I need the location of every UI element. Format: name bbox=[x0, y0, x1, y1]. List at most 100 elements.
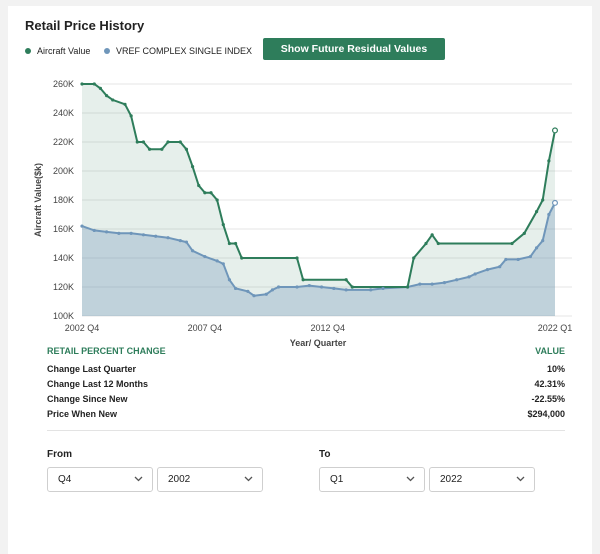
x-tick-label: 2007 Q4 bbox=[188, 323, 223, 333]
vref-index-point bbox=[129, 231, 133, 235]
aircraft-value-point bbox=[301, 278, 305, 282]
chevron-down-icon bbox=[134, 476, 143, 482]
vref-index-point bbox=[319, 285, 324, 289]
y-tick-label: 120K bbox=[53, 282, 74, 292]
aircraft-value-point bbox=[147, 147, 152, 151]
from-label: From bbox=[47, 449, 72, 460]
chevron-down-icon bbox=[244, 476, 253, 482]
stats-row: Change Since New -22.55% bbox=[47, 392, 565, 407]
aircraft-value-line bbox=[82, 83, 556, 288]
vref-index-point bbox=[166, 236, 170, 240]
vref-index-point bbox=[473, 272, 477, 276]
show-future-residual-values-button[interactable]: Show Future Residual Values bbox=[263, 38, 445, 60]
aircraft-value-point bbox=[123, 102, 127, 106]
vref-index-point bbox=[203, 254, 207, 259]
aircraft-value-point bbox=[190, 165, 195, 169]
aircraft-value-point bbox=[233, 241, 238, 246]
vref-index-point bbox=[369, 288, 373, 292]
vref-index-point bbox=[190, 249, 195, 253]
vref-index-point bbox=[547, 212, 551, 217]
stats-row-label: Price When New bbox=[47, 409, 118, 419]
stats-header-value: VALUE bbox=[535, 346, 565, 356]
vref-index-point bbox=[178, 239, 182, 243]
stats-row: Change Last 12 Months 42.31% bbox=[47, 377, 565, 392]
legend-vref-index[interactable]: VREF COMPLEX SINGLE INDEX bbox=[104, 46, 252, 56]
section-divider bbox=[47, 430, 565, 431]
aircraft-value-point bbox=[215, 198, 219, 202]
vref-index-point bbox=[276, 285, 281, 289]
vref-index-point bbox=[381, 286, 385, 291]
y-tick-label: 160K bbox=[53, 224, 74, 234]
vref-index-point bbox=[430, 282, 434, 286]
y-tick-label: 220K bbox=[53, 137, 74, 147]
from-year-select[interactable]: 2002 bbox=[157, 467, 263, 492]
x-tick-label: 2002 Q4 bbox=[65, 323, 100, 333]
aircraft-value-point bbox=[412, 256, 416, 260]
y-axis-title: Aircraft Value($k) bbox=[33, 163, 43, 237]
vref-index-point bbox=[418, 282, 422, 286]
aircraft-value-point bbox=[522, 231, 526, 235]
x-tick-label: 2012 Q4 bbox=[310, 323, 345, 333]
vref-index-point bbox=[221, 262, 225, 266]
aircraft-value-point bbox=[350, 285, 354, 289]
vref-index-point bbox=[528, 254, 533, 259]
retail-price-card bbox=[8, 6, 592, 554]
to-year-select[interactable]: 2022 bbox=[429, 467, 535, 492]
aircraft-value-point bbox=[227, 241, 232, 246]
x-axis-title: Year/ Quarter bbox=[290, 338, 347, 348]
vref-index-point bbox=[534, 246, 539, 250]
aircraft-value-point bbox=[510, 241, 514, 246]
stats-header: RETAIL PERCENT CHANGE VALUE bbox=[47, 346, 565, 356]
vref-index-point bbox=[227, 278, 232, 282]
aircraft-value-point bbox=[141, 140, 146, 144]
y-tick-label: 180K bbox=[53, 195, 74, 205]
vref-index-point bbox=[117, 231, 121, 235]
vref-index-point bbox=[516, 257, 520, 262]
vref-index-point bbox=[246, 289, 250, 293]
legend-vref-dot bbox=[104, 48, 110, 54]
to-quarter-value: Q1 bbox=[330, 474, 344, 485]
vref-index-point bbox=[467, 275, 471, 279]
aircraft-value-point bbox=[92, 82, 96, 86]
vref-index-line bbox=[81, 202, 556, 297]
vref-index-point bbox=[154, 234, 158, 238]
aircraft-value-point bbox=[197, 183, 201, 188]
vref-index-end-point bbox=[551, 199, 558, 206]
aircraft-value-point bbox=[80, 82, 84, 86]
from-quarter-value: Q4 bbox=[58, 474, 72, 485]
aircraft-value-point bbox=[430, 233, 434, 237]
legend-aircraft-value[interactable]: Aircraft Value bbox=[25, 46, 90, 56]
vref-index-point bbox=[504, 257, 508, 262]
chart-title: Retail Price History bbox=[25, 18, 145, 33]
y-tick-label: 260K bbox=[53, 79, 74, 89]
chevron-down-icon bbox=[516, 476, 525, 482]
to-quarter-select[interactable]: Q1 bbox=[319, 467, 425, 492]
legend-aircraft-dot bbox=[25, 48, 31, 54]
stats-row-label: Change Last Quarter bbox=[47, 364, 137, 374]
vref-index-point bbox=[498, 265, 502, 269]
stats-row-value: 42.31% bbox=[534, 379, 565, 389]
stats-row: Change Last Quarter 10% bbox=[47, 362, 565, 377]
vref-index-point bbox=[541, 239, 545, 243]
aircraft-value-point bbox=[221, 223, 225, 227]
from-quarter-select[interactable]: Q4 bbox=[47, 467, 153, 492]
to-label: To bbox=[319, 449, 331, 460]
stats-row: Price When New $294,000 bbox=[47, 407, 565, 422]
aircraft-value-point bbox=[209, 191, 213, 195]
aircraft-value-point bbox=[178, 140, 182, 144]
legend-vref-label: VREF COMPLEX SINGLE INDEX bbox=[116, 46, 253, 56]
aircraft-value-point bbox=[424, 241, 428, 246]
vref-index-point bbox=[184, 240, 189, 244]
to-year-value: 2022 bbox=[440, 474, 463, 485]
aircraft-value-point bbox=[111, 98, 115, 102]
vref-index-point bbox=[104, 230, 109, 234]
from-year-value: 2002 bbox=[168, 474, 191, 485]
stats-row-label: Change Since New bbox=[47, 394, 128, 404]
vref-index-point bbox=[455, 278, 459, 282]
aircraft-value-point bbox=[184, 147, 189, 151]
retail-percent-change-table: RETAIL PERCENT CHANGE VALUE Change Last … bbox=[47, 346, 565, 422]
vref-index-area bbox=[82, 202, 555, 316]
vref-index-point bbox=[80, 224, 84, 228]
y-tick-label: 140K bbox=[53, 253, 74, 263]
